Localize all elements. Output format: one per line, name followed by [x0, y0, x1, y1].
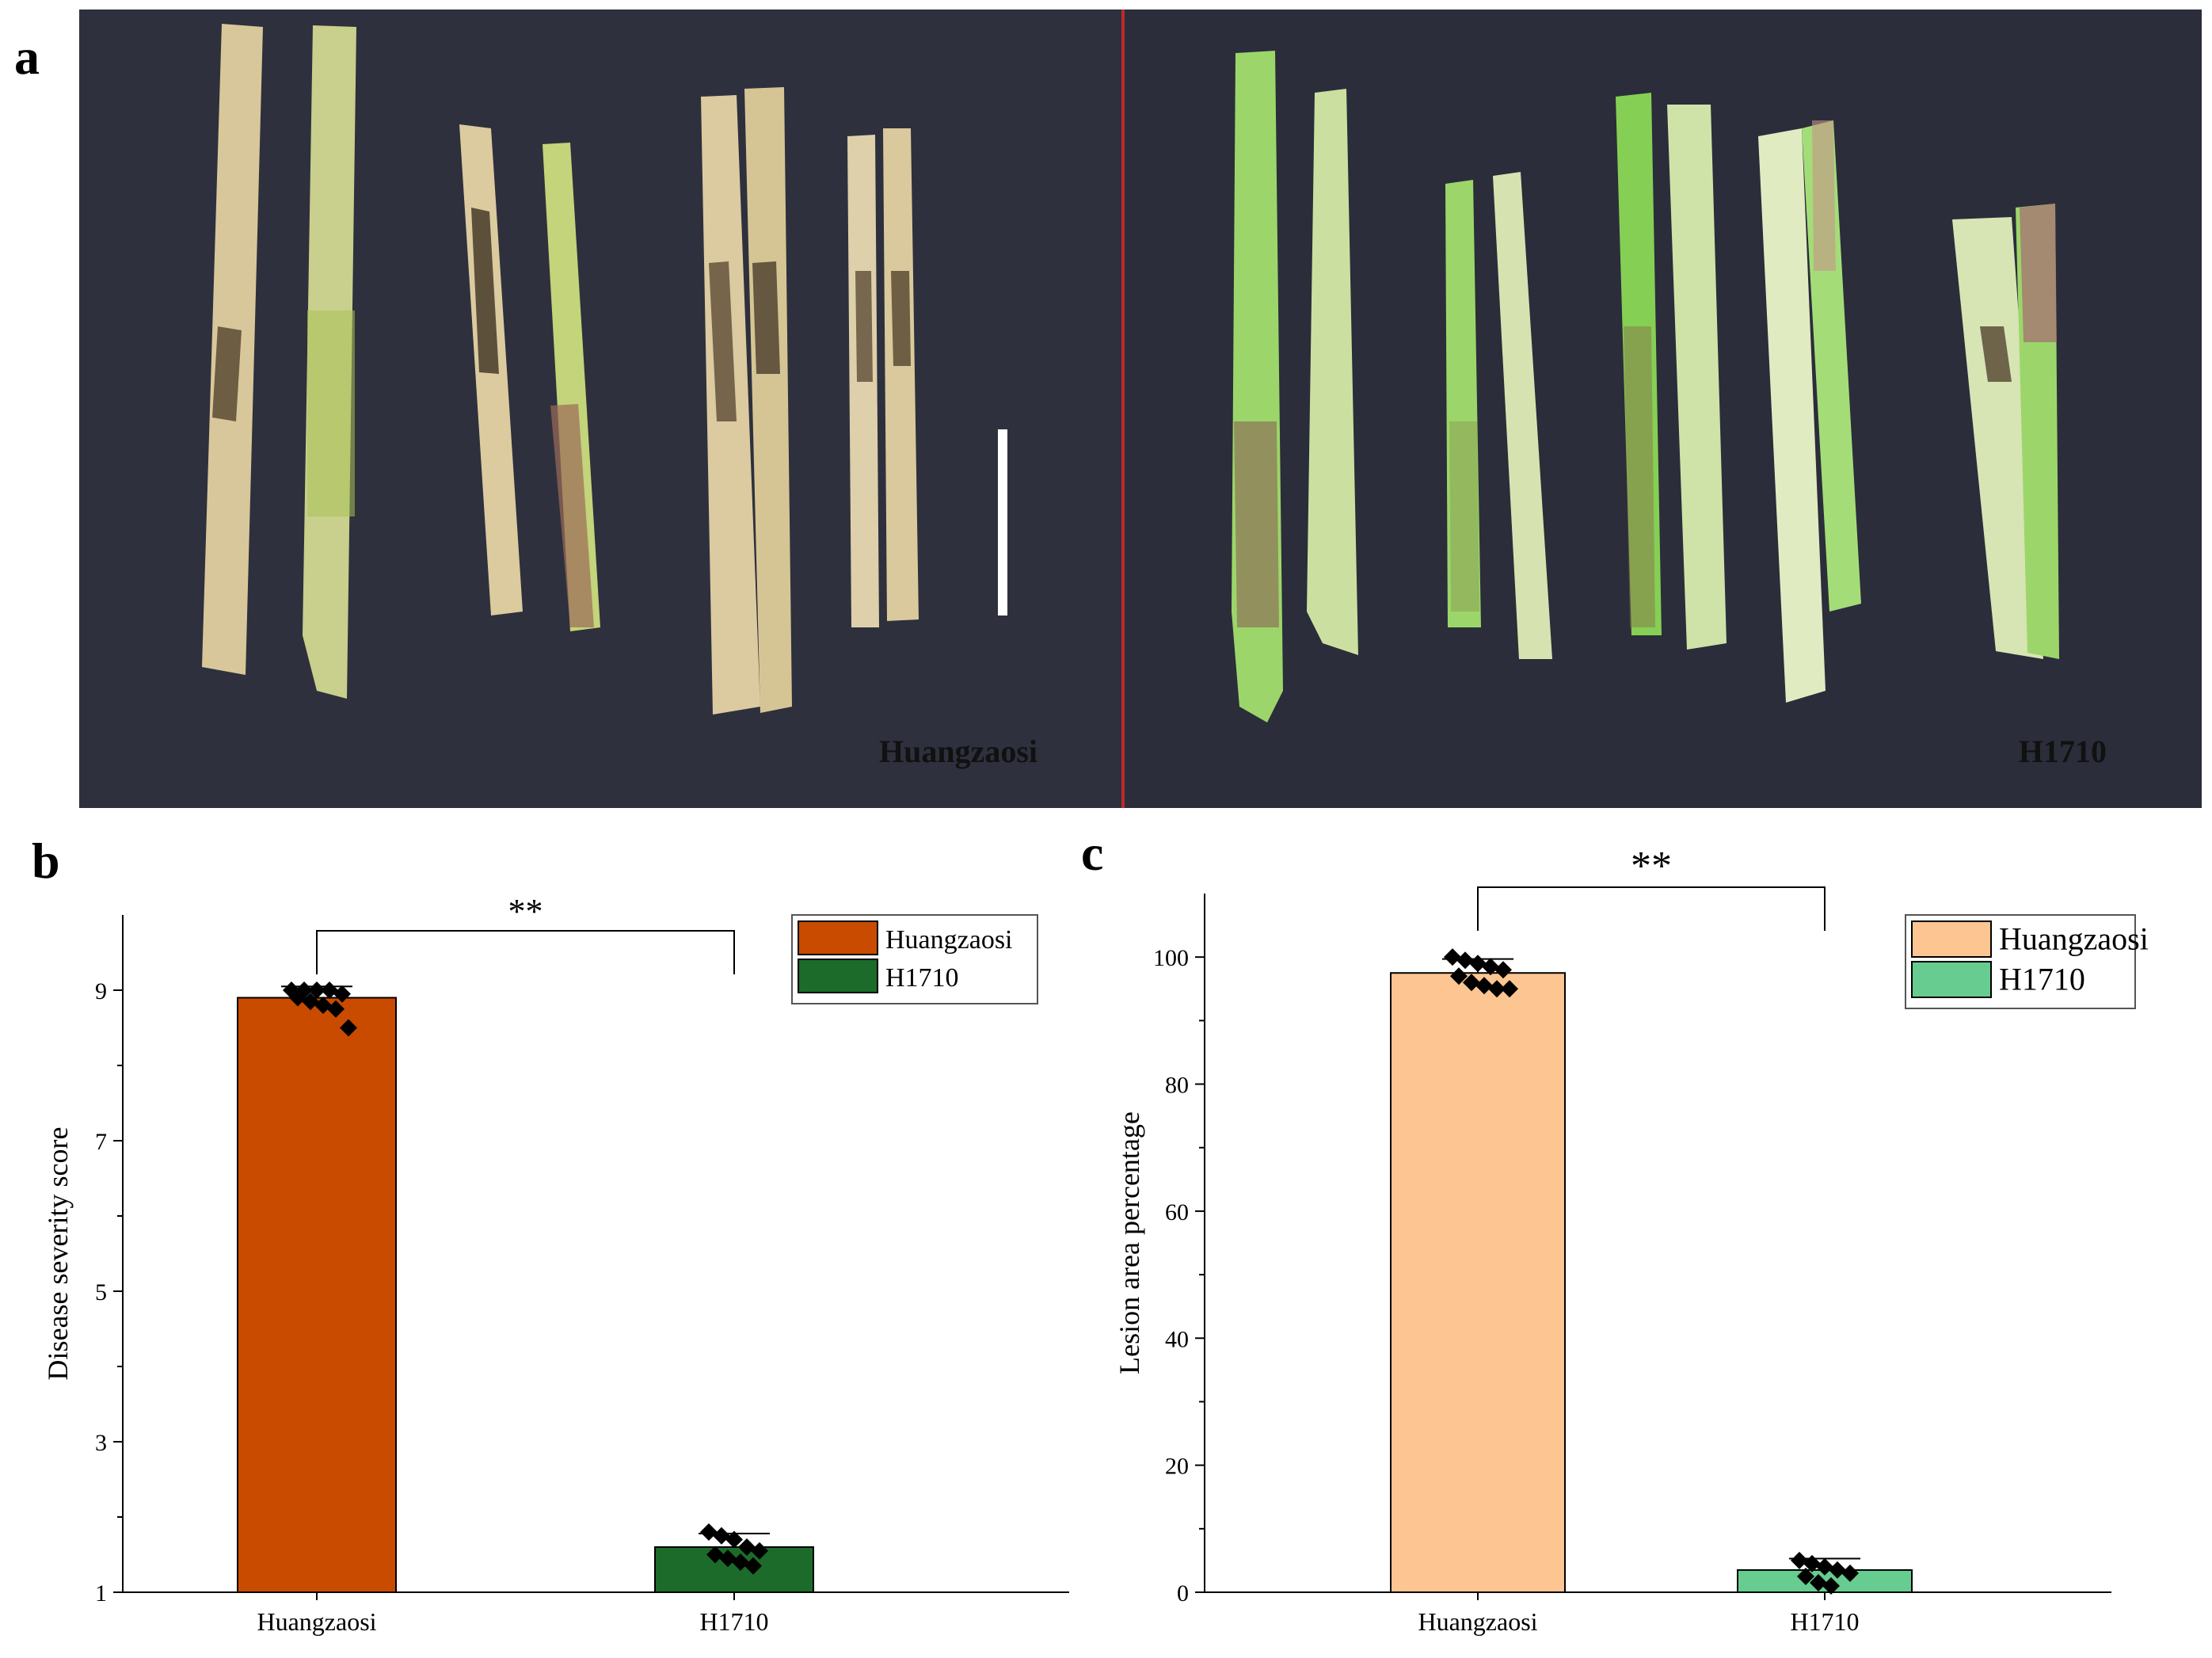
data-point [1797, 1567, 1814, 1585]
h1710-stalks [1232, 51, 2059, 722]
data-point [327, 1000, 345, 1018]
data-point [751, 1542, 768, 1560]
data-point [308, 981, 326, 999]
significance-bracket [316, 930, 735, 974]
data-point [333, 985, 351, 1003]
data-point [302, 993, 319, 1011]
data-point [719, 1549, 737, 1568]
legend-swatch-h1710 [1911, 961, 1992, 998]
y-axis-title: Lesion area percentage [1114, 1111, 1145, 1374]
photo-label-h1710: H1710 [2019, 734, 2107, 769]
significance-bracket [1477, 886, 1826, 931]
y-tick-label: 3 [95, 1430, 107, 1456]
legend-swatch-huangzaosi [798, 920, 878, 955]
data-point [1450, 967, 1468, 985]
legend-label-h1710: H1710 [885, 963, 959, 993]
data-point [1482, 958, 1499, 976]
data-point [1456, 951, 1474, 970]
significance-marker: ** [1631, 844, 1672, 889]
chart-disease-severity: 1 3 5 7 9 Disease severity score Huangzaosi H17… [42, 892, 1069, 1636]
data-point [738, 1538, 756, 1556]
y-axis-title: Disease severity score [42, 1127, 74, 1381]
y-tick-label: 0 [1177, 1580, 1189, 1607]
data-point [289, 989, 306, 1007]
data-point [1810, 1573, 1827, 1591]
x-tick-label: H1710 [1790, 1607, 1859, 1636]
photo-label-huangzaosi: Huangzaosi [879, 734, 1037, 769]
data-point [1803, 1554, 1821, 1572]
legend-swatch-h1710 [798, 959, 878, 993]
data-point [340, 1019, 357, 1037]
data-point [1494, 961, 1512, 979]
legend-label-huangzaosi: Huangzaosi [1999, 921, 2149, 957]
y-tick-label: 5 [95, 1279, 107, 1305]
y-tick-label: 1 [95, 1580, 107, 1607]
data-point [1469, 955, 1487, 973]
bar-huangzaosi [237, 997, 397, 1593]
data-point [706, 1546, 724, 1564]
data-point [1463, 974, 1480, 992]
bar-h1710 [654, 1546, 814, 1593]
bar-huangzaosi [1390, 972, 1566, 1593]
y-tick-label: 20 [1165, 1454, 1189, 1480]
legend-label-huangzaosi: Huangzaosi [885, 925, 1013, 955]
data-point [321, 981, 338, 999]
stalk-photo-panel: Huangzaosi H1710 [79, 10, 2202, 808]
data-point [1501, 980, 1518, 998]
data-point [1822, 1576, 1840, 1595]
data-point [744, 1557, 762, 1575]
legend-swatch-huangzaosi [1911, 920, 1992, 958]
y-tick-label: 7 [95, 1129, 107, 1155]
data-point [314, 997, 332, 1014]
data-point [1829, 1561, 1846, 1579]
data-point [713, 1527, 730, 1545]
panel-label-c: c [1081, 825, 1104, 881]
y-tick-label: 80 [1165, 1073, 1189, 1099]
scale-bar [998, 429, 1007, 616]
panel-label-b: b [32, 833, 60, 889]
data-point [1791, 1551, 1808, 1569]
data-point [1475, 977, 1493, 995]
y-tick-label: 40 [1165, 1326, 1189, 1352]
y-tick-label: 100 [1153, 945, 1189, 971]
data-point [1444, 948, 1461, 966]
chart-lesion-area: 0 20 40 60 80 100 Lesion area percentage Huangz… [1114, 844, 2149, 1636]
y-tick-label: 9 [95, 978, 107, 1004]
y-tick-label: 60 [1165, 1199, 1189, 1225]
panel-label-a: a [14, 29, 40, 85]
data-point [1841, 1564, 1859, 1582]
significance-marker: ** [508, 892, 543, 931]
x-tick-label: H1710 [699, 1607, 768, 1636]
x-tick-label: Huangzaosi [1418, 1607, 1537, 1636]
data-point [1488, 980, 1506, 998]
legend-label-h1710: H1710 [1999, 962, 2085, 997]
data-point [1816, 1557, 1833, 1576]
data-point [725, 1530, 743, 1549]
huangzaosi-stalks [202, 24, 1007, 715]
data-point [732, 1553, 749, 1571]
data-point [700, 1523, 718, 1541]
x-tick-label: Huangzaosi [257, 1607, 376, 1636]
